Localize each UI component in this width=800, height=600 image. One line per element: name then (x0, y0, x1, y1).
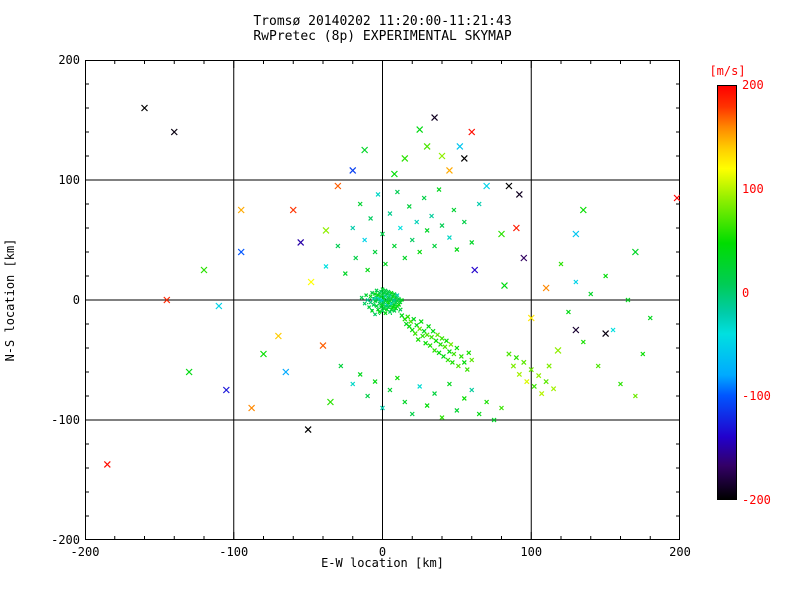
y-tick-label: 100 (58, 173, 80, 187)
colorbar-tick-label: -100 (742, 389, 771, 404)
x-tick-label: 0 (378, 545, 387, 559)
x-tick-label: 200 (669, 545, 691, 559)
x-tick-label: -200 (70, 545, 100, 559)
chart-title: Tromsø 20140202 11:20:00-11:21:43 (253, 14, 512, 29)
x-axis-label: E-W location [km] (321, 556, 444, 570)
plot-area (85, 60, 680, 540)
velocity-colorbar (717, 85, 737, 500)
y-tick-label: -100 (51, 413, 80, 427)
chart-subtitle: RwPretec (8p) EXPERIMENTAL SKYMAP (253, 29, 512, 44)
x-tick-label: -100 (219, 545, 249, 559)
y-axis-label: N-S location [km] (3, 238, 17, 362)
x-tick-label: 100 (520, 545, 543, 559)
y-tick-label: 0 (72, 293, 80, 307)
scatter-plot-svg (85, 60, 680, 540)
colorbar-tick-label: 100 (742, 181, 764, 196)
y-tick-label: -200 (51, 533, 80, 547)
colorbar-units-label: [m/s] (709, 64, 746, 78)
colorbar-tick-label: 0 (742, 285, 750, 300)
colorbar-tick-label: 200 (742, 78, 764, 92)
colorbar-tick-label: -200 (742, 493, 771, 507)
y-tick-label: 200 (58, 53, 80, 67)
